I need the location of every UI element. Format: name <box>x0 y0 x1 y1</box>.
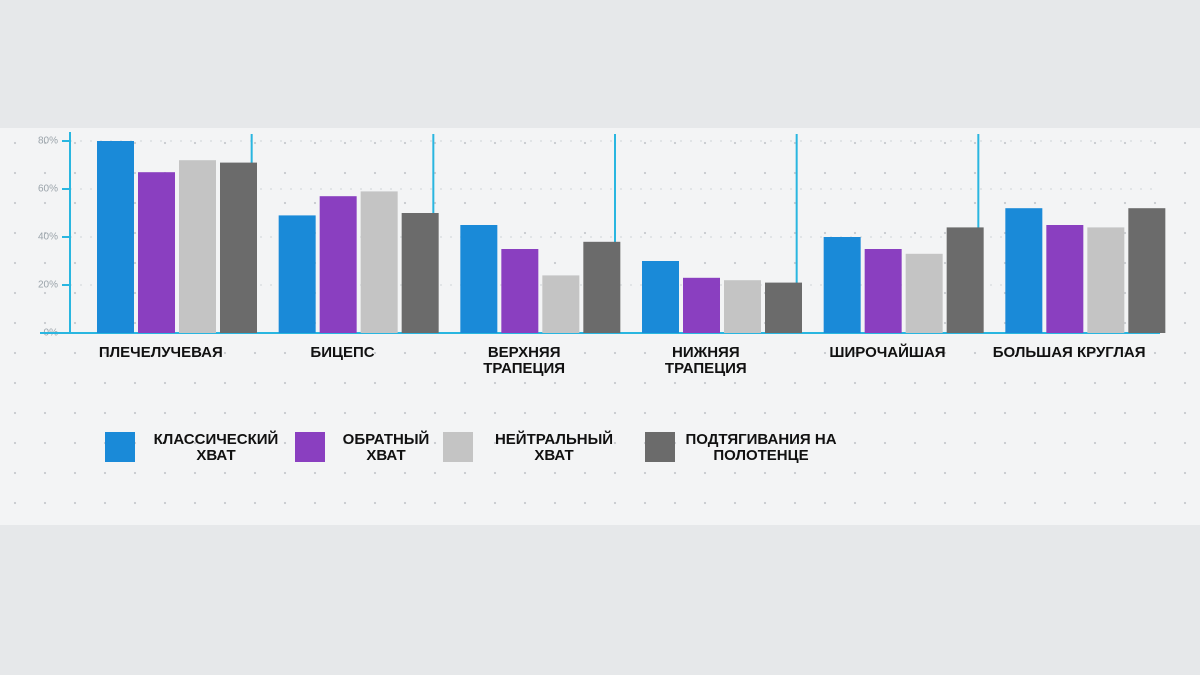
bar <box>1005 208 1043 333</box>
bar <box>583 241 621 333</box>
y-tick-label: 60% <box>38 184 58 195</box>
bar <box>683 277 720 333</box>
bar <box>1087 227 1125 333</box>
bar <box>946 227 984 333</box>
legend-label: КЛАССИЧЕСКИЙ ХВАТ <box>153 431 279 464</box>
bar <box>823 237 861 333</box>
category-label: БИЦЕПС <box>310 344 375 361</box>
legend-label: ОБРАТНЫЙ ХВАТ <box>342 431 430 464</box>
legend-swatch <box>295 432 325 462</box>
bar <box>97 141 134 333</box>
category-label: НИЖНЯЯ ТРАПЕЦИЯ <box>664 344 747 377</box>
legend-swatch <box>645 432 675 462</box>
bar <box>319 196 357 333</box>
bar <box>501 249 539 333</box>
legend-label: НЕЙТРАЛЬНЫЙ ХВАТ <box>494 431 614 464</box>
bar <box>1128 208 1166 333</box>
bar <box>360 191 398 333</box>
bar <box>401 213 439 333</box>
bar <box>905 253 943 333</box>
category-label: БОЛЬШАЯ КРУГЛАЯ <box>992 344 1146 361</box>
bar <box>179 160 216 333</box>
legend-label: ПОДТЯГИВАНИЯ НА ПОЛОТЕНЦЕ <box>685 431 837 464</box>
category-label: ПЛЕЧЕЛУЧЕВАЯ <box>98 344 223 361</box>
y-tick-label: 80% <box>38 136 58 147</box>
legend-swatch <box>105 432 135 462</box>
bar <box>460 225 498 333</box>
y-tick-label: 20% <box>38 280 58 291</box>
bar <box>765 282 802 333</box>
bar <box>220 162 257 333</box>
category-label: ВЕРХНЯЯ ТРАПЕЦИЯ <box>483 344 566 377</box>
bar <box>724 280 761 333</box>
bar <box>278 215 316 333</box>
bar <box>542 275 580 333</box>
category-label: ШИРОЧАЙШАЯ <box>829 344 946 361</box>
y-tick-label: 40% <box>38 232 58 243</box>
bar <box>642 261 679 333</box>
bar <box>138 172 175 333</box>
legend-swatch <box>443 432 473 462</box>
bar <box>864 249 902 333</box>
bar <box>1046 225 1084 333</box>
